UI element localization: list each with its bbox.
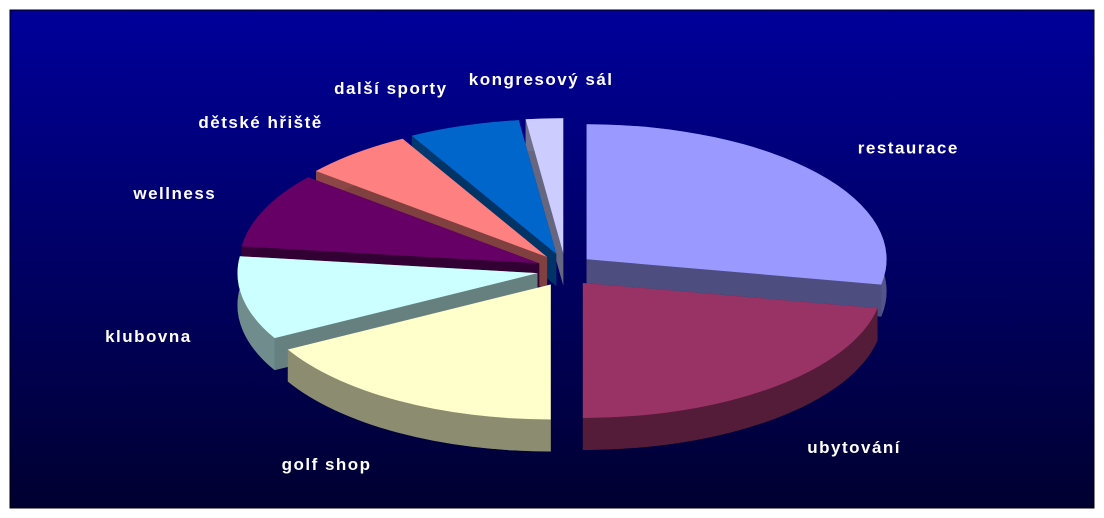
slice-label: klubovna (105, 327, 192, 346)
slice (582, 282, 878, 418)
slice-label: restaurace (858, 138, 959, 157)
slice-label: dětské hřiště (198, 113, 322, 132)
slice-side (287, 349, 551, 452)
slice (525, 118, 564, 254)
slice-label: wellness (132, 184, 216, 203)
slice-label: ubytování (807, 438, 901, 457)
slice-label: další sporty (334, 79, 447, 98)
slice-wall (525, 118, 564, 286)
slice-side (237, 256, 275, 371)
slice (287, 284, 551, 420)
slice-label: kongresový sál (469, 70, 614, 89)
slice (241, 177, 540, 264)
slice-wall (586, 124, 882, 317)
slice-side (582, 308, 878, 450)
slice (586, 124, 887, 285)
slice (315, 138, 548, 258)
slice (237, 256, 538, 339)
slice (411, 120, 557, 255)
slice-label: golf shop (282, 455, 372, 474)
